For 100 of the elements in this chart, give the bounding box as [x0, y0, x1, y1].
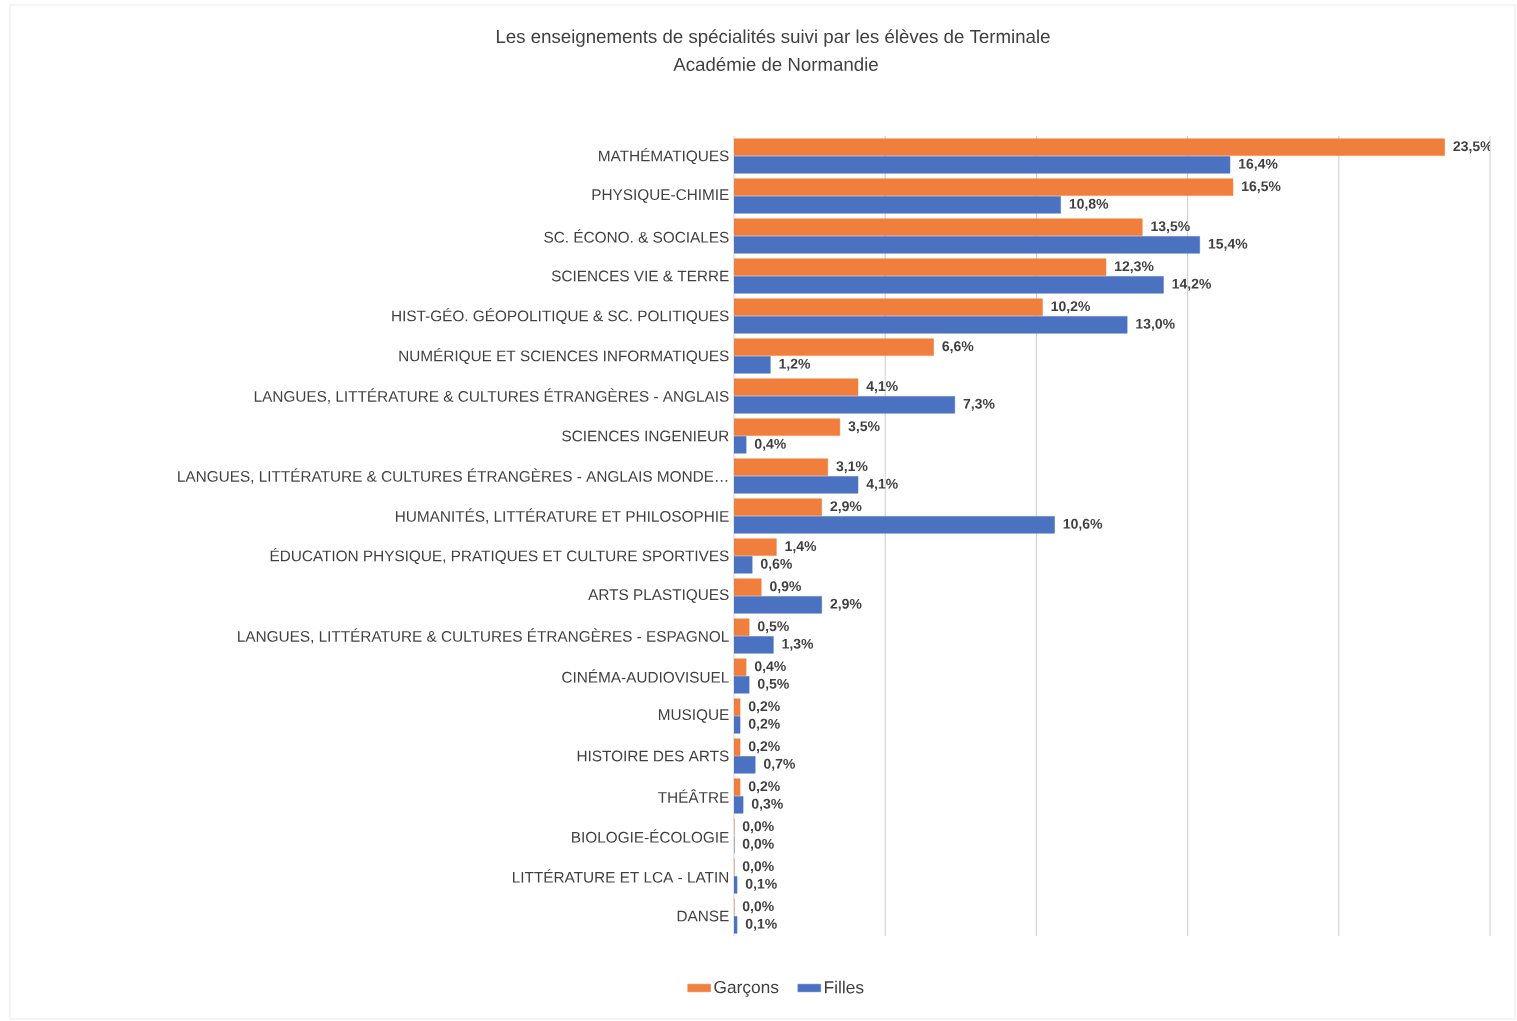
data-label: 0,4%: [754, 438, 786, 451]
data-label: 15,4%: [1208, 238, 1248, 251]
data-label: 0,2%: [748, 781, 780, 794]
data-label: 0,0%: [742, 901, 774, 914]
y-tick-label: SC. ÉCONO. & SOCIALES: [544, 229, 729, 243]
data-label: 2,9%: [830, 598, 862, 611]
y-tick-label: NUMÉRIQUE ET SCIENCES INFORMATIQUES: [399, 347, 729, 365]
data-label: 4,1%: [866, 478, 898, 491]
y-tick-label: DANSE: [677, 910, 729, 922]
data-label: 0,5%: [757, 678, 789, 691]
bar: [734, 458, 829, 476]
bar: [734, 236, 1200, 254]
data-label: 0,4%: [754, 661, 786, 674]
bar: [734, 138, 1445, 156]
data-label: 0,3%: [751, 798, 783, 811]
bar: [734, 778, 741, 796]
data-label: 10,8%: [1069, 198, 1109, 211]
y-tick-label: LITTÉRATURE ET LCA - LATIN: [513, 869, 729, 883]
y-tick-label: SCIENCES VIE & TERRE: [551, 270, 729, 282]
data-label: 0,9%: [770, 581, 802, 594]
bar: [734, 698, 741, 716]
data-label: 0,5%: [757, 621, 789, 634]
data-label: 0,0%: [742, 838, 774, 851]
bar: [734, 156, 1231, 174]
y-tick-label: ÉDUCATION PHYSIQUE, PRATIQUES ET CULTURE SPORTIVES: [270, 547, 729, 565]
y-tick-label: SCIENCES INGENIEUR: [562, 430, 729, 442]
bar: [734, 356, 771, 374]
bar: [734, 276, 1164, 294]
bar: [734, 516, 1055, 534]
data-label: 1,3%: [782, 638, 814, 651]
y-tick-label: LANGUES, LITTÉRATURE & CULTURES ÉTRANGÈRES - ESPAGNOL: [238, 628, 729, 644]
bar: [734, 396, 956, 414]
data-label: 4,1%: [866, 381, 898, 394]
bar: [734, 338, 934, 356]
data-label: 0,1%: [745, 878, 777, 891]
data-label: 0,2%: [748, 701, 780, 714]
data-label: 2,9%: [830, 501, 862, 514]
data-label: 3,5%: [848, 421, 880, 434]
data-label: 0,7%: [763, 758, 795, 771]
y-tick-label: HUMANITÉS, LITTÉRATURE ET PHILOSOPHIE: [396, 508, 729, 524]
data-label: 23,5%: [1453, 141, 1493, 154]
data-label: 0,1%: [745, 918, 777, 931]
y-tick-label: MATHÉMATIQUES: [599, 147, 729, 165]
data-label: 1,2%: [779, 358, 811, 371]
data-label: 13,0%: [1136, 318, 1175, 331]
bar: [734, 876, 738, 894]
chart-subtitle: Académie de Normandie: [673, 57, 878, 71]
data-label: 13,5%: [1151, 221, 1190, 234]
data-label: 0,6%: [760, 558, 792, 571]
data-label: 16,4%: [1239, 158, 1278, 171]
data-label: 10,2%: [1051, 301, 1091, 314]
bar: [734, 636, 774, 654]
bar: [734, 556, 753, 574]
data-label: 16,5%: [1242, 181, 1281, 194]
y-tick-label: BIOLOGIE-ÉCOLOGIE: [572, 829, 729, 843]
bar: [734, 716, 741, 734]
data-label: 0,2%: [748, 718, 780, 731]
y-tick-label: LANGUES, LITTÉRATURE & CULTURES ÉTRANGÈRES - ANGLAIS MONDE…: [178, 468, 728, 484]
data-label: 14,2%: [1172, 278, 1211, 291]
bar: [734, 596, 822, 614]
bar: [734, 658, 747, 676]
legend-label: Garçons: [714, 980, 779, 997]
y-tick-label: ARTS PLASTIQUES: [588, 589, 729, 603]
y-tick-label: PHYSIQUE-CHIMIE: [592, 189, 729, 203]
y-tick-label: LANGUES, LITTÉRATURE & CULTURES ÉTRANGÈRES - ANGLAIS: [254, 388, 729, 404]
bar: [734, 178, 1234, 196]
bar: [734, 916, 738, 934]
legend-label: Filles: [825, 980, 864, 994]
data-label: 0,2%: [748, 741, 780, 754]
bar: [734, 578, 762, 596]
bar: [734, 756, 756, 774]
data-label: 3,1%: [836, 461, 868, 474]
bar: [734, 498, 822, 516]
bar: [734, 196, 1061, 214]
bar: [734, 378, 859, 396]
bar: [734, 316, 1128, 334]
bar: [734, 738, 741, 756]
y-tick-label: THÉÂTRE: [658, 789, 729, 803]
chart-title: Les enseignements de spécialités suivi par les élèves de Terminale: [496, 29, 1050, 47]
bar: [734, 796, 744, 814]
data-label: 12,3%: [1115, 261, 1154, 274]
data-label: 0,0%: [742, 861, 774, 874]
bar: [734, 436, 747, 454]
data-label: 1,4%: [785, 541, 817, 554]
bar: [734, 258, 1107, 276]
bar: [734, 538, 777, 556]
y-tick-label: HIST-GÉO. GÉOPOLITIQUE & SC. POLITIQUES: [392, 307, 729, 325]
data-label: 10,6%: [1063, 518, 1103, 531]
data-label: 0,0%: [742, 821, 774, 834]
bar: [734, 218, 1143, 236]
y-tick-label: MUSIQUE: [658, 709, 729, 723]
bar: [734, 676, 750, 694]
bar: [734, 418, 841, 436]
bar: [734, 618, 750, 636]
y-tick-label: CINÉMA-AUDIOVISUEL: [562, 669, 729, 683]
bar: [734, 476, 859, 494]
bar: [734, 298, 1043, 316]
data-label: 7,3%: [963, 398, 995, 411]
data-label: 6,6%: [942, 341, 974, 354]
y-tick-label: HISTOIRE DES ARTS: [577, 750, 729, 762]
